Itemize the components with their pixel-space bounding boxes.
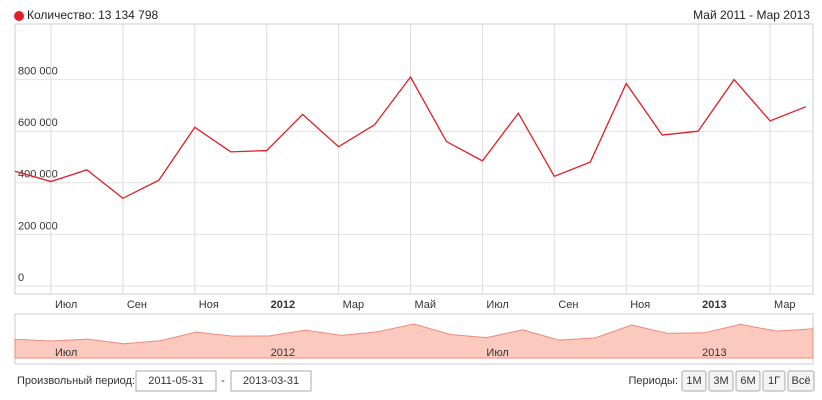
period-button[interactable]: 1М xyxy=(686,375,701,387)
period-button[interactable]: 3М xyxy=(713,375,728,387)
date-to[interactable]: 2013-03-31 xyxy=(243,375,299,387)
x-tick-label: Май xyxy=(415,299,437,311)
period-button-box[interactable] xyxy=(708,370,734,392)
period-button[interactable]: 6М xyxy=(740,375,755,387)
custom-period-label: Произвольный период: xyxy=(17,375,135,387)
period-button-box[interactable] xyxy=(762,370,786,392)
date-from-box[interactable] xyxy=(135,370,217,392)
y-tick-label: 400 000 xyxy=(18,169,58,181)
period-range: Май 2011 - Мар 2013 xyxy=(693,8,810,22)
legend-total: : 13 134 798 xyxy=(91,8,158,22)
y-tick-label: 800 000 xyxy=(18,66,58,78)
x-tick-label: Июл xyxy=(55,299,77,311)
navigator-label: 2012 xyxy=(271,347,295,359)
x-tick-label: Июл xyxy=(486,299,508,311)
x-tick-label: Мар xyxy=(774,299,796,311)
x-tick-label: Сен xyxy=(558,299,578,311)
periods-label: Периоды: xyxy=(628,375,678,387)
y-tick-label: 0 xyxy=(18,272,24,284)
x-tick-label: Мар xyxy=(343,299,365,311)
period-button-box[interactable] xyxy=(735,370,761,392)
navigator-label: Июл xyxy=(486,347,508,359)
y-tick-label: 200 000 xyxy=(18,220,58,232)
legend-name: Количество xyxy=(27,8,92,22)
period-button[interactable]: 1Г xyxy=(768,375,780,387)
period-button-box[interactable] xyxy=(787,370,815,392)
x-tick-label: Ноя xyxy=(630,299,650,311)
x-tick-label: 2013 xyxy=(702,299,726,311)
series-line xyxy=(14,75,807,200)
date-to-box[interactable] xyxy=(230,370,312,392)
legend-dot xyxy=(14,11,24,21)
date-from[interactable]: 2011-05-31 xyxy=(148,375,203,387)
date-separator: - xyxy=(221,375,225,387)
x-tick-label: 2012 xyxy=(271,299,295,311)
navigator-label: 2013 xyxy=(702,347,726,359)
period-button[interactable]: Всё xyxy=(792,375,811,387)
y-tick-label: 600 000 xyxy=(18,117,58,129)
x-tick-label: Сен xyxy=(127,299,147,311)
navigator-label: Июл xyxy=(55,347,77,359)
x-tick-label: Ноя xyxy=(199,299,219,311)
plot-frame xyxy=(14,23,814,295)
period-button-box[interactable] xyxy=(681,370,707,392)
navigator-area xyxy=(14,323,814,359)
